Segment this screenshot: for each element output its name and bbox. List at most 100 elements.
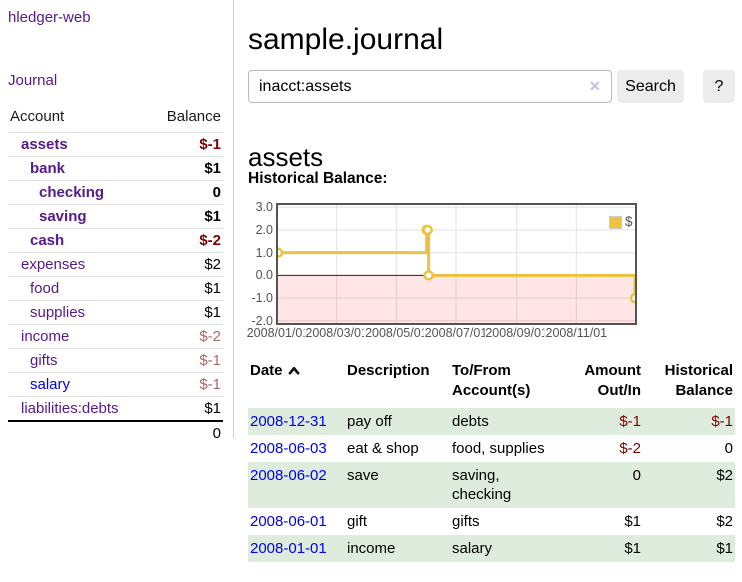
- account-balance: $1: [149, 156, 223, 181]
- transaction-balance: $2: [716, 513, 733, 530]
- x-tick-label: 2008/11/01: [544, 326, 609, 340]
- chevron-up-icon: [288, 366, 299, 375]
- search-input[interactable]: [248, 70, 612, 103]
- transaction-row: 2008-01-01 income salary $1 $1: [248, 535, 735, 562]
- account-balance: 0: [149, 180, 223, 205]
- accounts-total-row: 0: [8, 420, 223, 445]
- transaction-balance: 0: [724, 440, 733, 457]
- nav-journal-link[interactable]: Journal: [8, 72, 58, 89]
- legend-swatch-icon: [609, 216, 622, 229]
- account-row: liabilities:debts $1: [8, 396, 223, 421]
- account-balance: $1: [149, 204, 223, 229]
- y-tick-label: 1.0: [255, 245, 273, 260]
- account-link[interactable]: food: [30, 280, 60, 297]
- account-link[interactable]: assets: [21, 136, 68, 153]
- account-link[interactable]: checking: [39, 184, 105, 201]
- y-tick-label: 2.0: [255, 222, 273, 237]
- chart-label: Historical Balance:: [248, 170, 388, 187]
- transaction-description: pay off: [345, 408, 450, 435]
- register-header-amount: Amount Out/In: [584, 362, 641, 399]
- account-link[interactable]: liabilities:debts: [21, 400, 119, 417]
- accounts-total-value: 0: [149, 420, 223, 445]
- account-row: gifts $-1: [8, 348, 223, 373]
- transaction-balance: $-1: [643, 408, 735, 435]
- accounts-header-balance: Balance: [166, 108, 221, 125]
- account-balance: $1: [149, 300, 223, 325]
- transaction-accounts: gifts: [452, 513, 480, 530]
- account-balance: $2: [149, 252, 223, 277]
- transaction-description: income: [345, 535, 450, 562]
- clear-search-icon[interactable]: ✕: [589, 78, 601, 94]
- account-balance: $-2: [149, 228, 223, 253]
- help-button[interactable]: ?: [703, 70, 735, 103]
- transaction-row: 2008-06-03 eat & shop food, supplies $-2 0: [248, 435, 735, 462]
- account-link[interactable]: cash: [30, 232, 65, 249]
- account-row: checking 0: [8, 180, 223, 205]
- transaction-amount: 0: [565, 462, 643, 508]
- transaction-date-link[interactable]: 2008-06-02: [250, 467, 327, 484]
- sidebar: hledger-web Journal Account Balance asse…: [8, 0, 223, 445]
- transaction-amount: $1: [624, 513, 641, 530]
- transaction-row: 2008-06-02 save saving, checking 0 $2: [248, 462, 735, 508]
- account-row: saving $1: [8, 204, 223, 229]
- account-balance: $-1: [149, 348, 223, 373]
- accounts-header-account: Account: [10, 108, 65, 125]
- account-link[interactable]: income: [21, 328, 70, 345]
- legend-label: $: [625, 214, 633, 229]
- transaction-date-link[interactable]: 2008-01-01: [250, 540, 327, 557]
- account-heading: assets: [248, 141, 324, 172]
- accounts-table: Account Balance assets $-1 bank $1 checking 0…: [8, 104, 223, 445]
- account-balance: $-1: [149, 372, 223, 397]
- account-balance: $1: [149, 396, 223, 421]
- register-header-balance: Historical Balance: [664, 362, 733, 399]
- transaction-date-link[interactable]: 2008-12-31: [250, 413, 327, 430]
- x-tick-label: 2008/09/01: [484, 326, 549, 340]
- account-row: bank $1: [8, 156, 223, 181]
- transaction-accounts: salary: [450, 535, 565, 562]
- account-row: income $-2: [8, 324, 223, 349]
- account-link[interactable]: supplies: [30, 304, 86, 321]
- y-tick-label: -1.0: [251, 291, 273, 306]
- transaction-accounts: saving, checking: [450, 462, 565, 508]
- x-tick-label: 2008/07/01: [423, 326, 489, 340]
- transaction-row: 2008-12-31 pay off debts $-1 $-1: [248, 408, 735, 435]
- historical-balance-chart: 3.0 2.0 1.0 0.0 -1.0 -2.0 2008/01/01 2008/03/0…: [245, 195, 742, 345]
- register-table: Date Description To/From Account(s) Amount …: [248, 358, 735, 562]
- register-header-accounts: To/From Account(s): [452, 362, 531, 399]
- account-row: supplies $1: [8, 300, 223, 325]
- x-tick-label: 2008/05/01: [364, 326, 429, 340]
- transaction-description: gift: [347, 513, 368, 530]
- account-link[interactable]: expenses: [21, 256, 86, 273]
- transaction-amount: $1: [565, 535, 643, 562]
- transaction-balance: $2: [643, 462, 735, 508]
- y-tick-label: 3.0: [255, 200, 273, 215]
- chart-plot-area[interactable]: [276, 203, 637, 325]
- search-button[interactable]: Search: [617, 70, 684, 103]
- account-link[interactable]: gifts: [30, 352, 58, 369]
- register-header-date[interactable]: Date: [248, 358, 345, 408]
- sidebar-divider: [233, 0, 234, 438]
- x-tick-label: 2008/01/01: [245, 326, 311, 340]
- transaction-amount: $-2: [619, 440, 641, 457]
- transaction-amount: $-1: [565, 408, 643, 435]
- page-title: sample.journal: [248, 23, 444, 57]
- transaction-date-link[interactable]: 2008-06-03: [250, 440, 327, 457]
- account-link[interactable]: bank: [30, 160, 66, 177]
- account-link[interactable]: salary: [30, 376, 71, 393]
- account-balance: $-1: [149, 132, 223, 157]
- account-link[interactable]: saving: [39, 208, 87, 225]
- register-header-description: Description: [347, 362, 430, 379]
- account-row: cash $-2: [8, 228, 223, 253]
- x-tick-label: 2008/03/01: [304, 326, 369, 340]
- transaction-accounts: food, supplies: [452, 440, 545, 457]
- app-title-link[interactable]: hledger-web: [8, 9, 91, 26]
- transaction-date-link[interactable]: 2008-06-01: [250, 513, 327, 530]
- transaction-row: 2008-06-01 gift gifts $1 $2: [248, 508, 735, 535]
- account-row: food $1: [8, 276, 223, 301]
- account-row: assets $-1: [8, 132, 223, 157]
- transaction-balance: $1: [643, 535, 735, 562]
- account-balance: $-2: [149, 324, 223, 349]
- transaction-accounts: debts: [450, 408, 565, 435]
- y-tick-label: -2.0: [251, 313, 273, 328]
- account-row: salary $-1: [8, 372, 223, 397]
